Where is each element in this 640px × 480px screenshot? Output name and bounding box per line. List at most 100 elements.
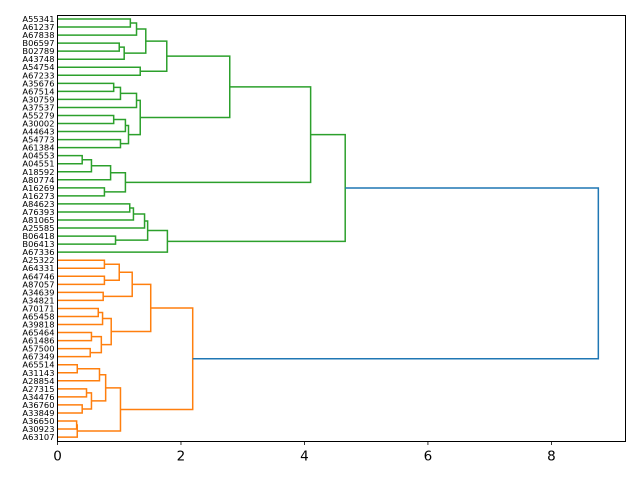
dendrogram-link: [111, 283, 152, 333]
dendrogram-link: [57, 291, 104, 302]
dendrogram-link: [57, 118, 127, 133]
leaf-label: A16269: [22, 183, 54, 193]
leaf-label: A63107: [22, 432, 54, 442]
leaf-label: A30759: [22, 94, 54, 104]
leaf-label: A67838: [22, 30, 54, 40]
leaf-label: A57500: [22, 344, 54, 354]
dendrogram-link: [167, 133, 346, 243]
x-tick-label: 4: [300, 449, 309, 465]
leaf-label: A67514: [22, 86, 54, 96]
leaf-label: A54754: [22, 62, 54, 72]
leaf-label: B06597: [22, 38, 54, 48]
dendrogram-link: [57, 164, 112, 181]
dendrogram-link: [57, 275, 106, 286]
x-tick-label: 6: [424, 449, 433, 465]
dendrogram-link: [140, 40, 168, 73]
leaf-label: A61384: [22, 143, 54, 153]
leaf-label: A55279: [22, 110, 54, 120]
leaf-label: A16273: [22, 191, 54, 201]
dendrogram-link: [192, 187, 600, 360]
dendrogram-link: [101, 317, 112, 346]
leaf-label: B02789: [22, 46, 54, 56]
dendrogram-link: [57, 259, 106, 269]
dendrogram-link: [57, 331, 93, 342]
plot-frame: [57, 15, 626, 442]
dendrogram-link: [57, 114, 115, 125]
leaf-label: A76393: [22, 207, 54, 217]
dendrogram-link: [57, 367, 101, 382]
leaf-label: A30923: [22, 424, 54, 434]
x-tick-label: 2: [177, 449, 186, 465]
dendrogram-link: [57, 420, 78, 430]
leaf-label: A61237: [22, 22, 54, 32]
dendrogram-link: [104, 172, 127, 193]
dendrogram-link: [115, 220, 149, 241]
dendrogram-link: [57, 424, 79, 438]
leaf-label: A67233: [22, 70, 54, 80]
leaf-label: A31143: [22, 368, 54, 378]
dendrogram-links: [57, 18, 600, 438]
leaf-label: A04553: [22, 151, 54, 161]
leaf-label: A36650: [22, 416, 54, 426]
dendrogram-link: [57, 229, 169, 253]
dendrogram-link: [82, 392, 93, 410]
leaf-label: A70171: [22, 303, 54, 313]
leaf-label: A34821: [22, 295, 54, 305]
dendrogram-link: [57, 86, 122, 101]
dendrogram-link: [91, 374, 107, 402]
dendrogram-link: [57, 347, 91, 358]
dendrogram-link: [57, 46, 125, 60]
dendrogram-link: [57, 22, 138, 36]
dendrogram-link: [125, 86, 312, 184]
dendrogram-link: [57, 235, 117, 245]
leaf-label: A44643: [22, 127, 54, 137]
leaf-label: A84623: [22, 199, 54, 209]
dendrogram-link: [120, 307, 194, 411]
leaf-label: A81065: [22, 215, 54, 225]
dendrogram-link: [104, 263, 120, 282]
dendrogram-link: [57, 138, 122, 149]
leaf-label: A64746: [22, 271, 54, 281]
leaf-label: A37537: [22, 102, 54, 112]
x-tick-label: 0: [53, 449, 62, 465]
leaf-label: A67336: [22, 247, 54, 257]
x-axis: 0 2 4 6 8: [53, 441, 556, 465]
dendrogram-link: [57, 18, 132, 28]
dendrogram-link: [57, 404, 83, 414]
dendrogram-link: [57, 158, 93, 173]
leaf-label: B06413: [22, 239, 54, 249]
dendrogram-link: [120, 124, 130, 145]
leaf-label: A43748: [22, 54, 54, 64]
leaf-label: A04551: [22, 159, 54, 169]
leaf-label: A65514: [22, 360, 54, 370]
leaf-labels: A55341A61237A67838B06597B02789A43748A547…: [22, 14, 54, 442]
leaf-label: A27315: [22, 384, 54, 394]
leaf-label: A34639: [22, 287, 54, 297]
leaf-label: A25585: [22, 223, 54, 233]
dendrogram-link: [57, 388, 88, 398]
leaf-label: A28854: [22, 376, 54, 386]
leaf-label: A35676: [22, 78, 54, 88]
dendrogram-link: [57, 42, 120, 52]
dendrogram-link: [57, 187, 106, 197]
dendrogram-link: [57, 92, 138, 109]
leaf-label: A55341: [22, 14, 54, 24]
dendrogram-link: [57, 82, 115, 93]
leaf-label: A36760: [22, 400, 54, 410]
dendrogram-link: [57, 311, 104, 326]
leaf-label: A65464: [22, 328, 54, 338]
dendrogram-link: [57, 154, 83, 165]
dendrogram-link: [57, 307, 99, 318]
dendrogram-link: [57, 213, 146, 229]
dendrogram-link: [57, 66, 141, 77]
leaf-label: A65458: [22, 311, 54, 321]
leaf-label: A25322: [22, 255, 54, 265]
dendrogram-link: [140, 55, 231, 119]
leaf-label: A61486: [22, 336, 54, 346]
leaf-label: A18592: [22, 167, 54, 177]
dendrogram-link: [57, 203, 131, 213]
leaf-label: A33849: [22, 408, 54, 418]
leaf-label: B06418: [22, 231, 54, 241]
dendrogram-link: [128, 99, 141, 136]
